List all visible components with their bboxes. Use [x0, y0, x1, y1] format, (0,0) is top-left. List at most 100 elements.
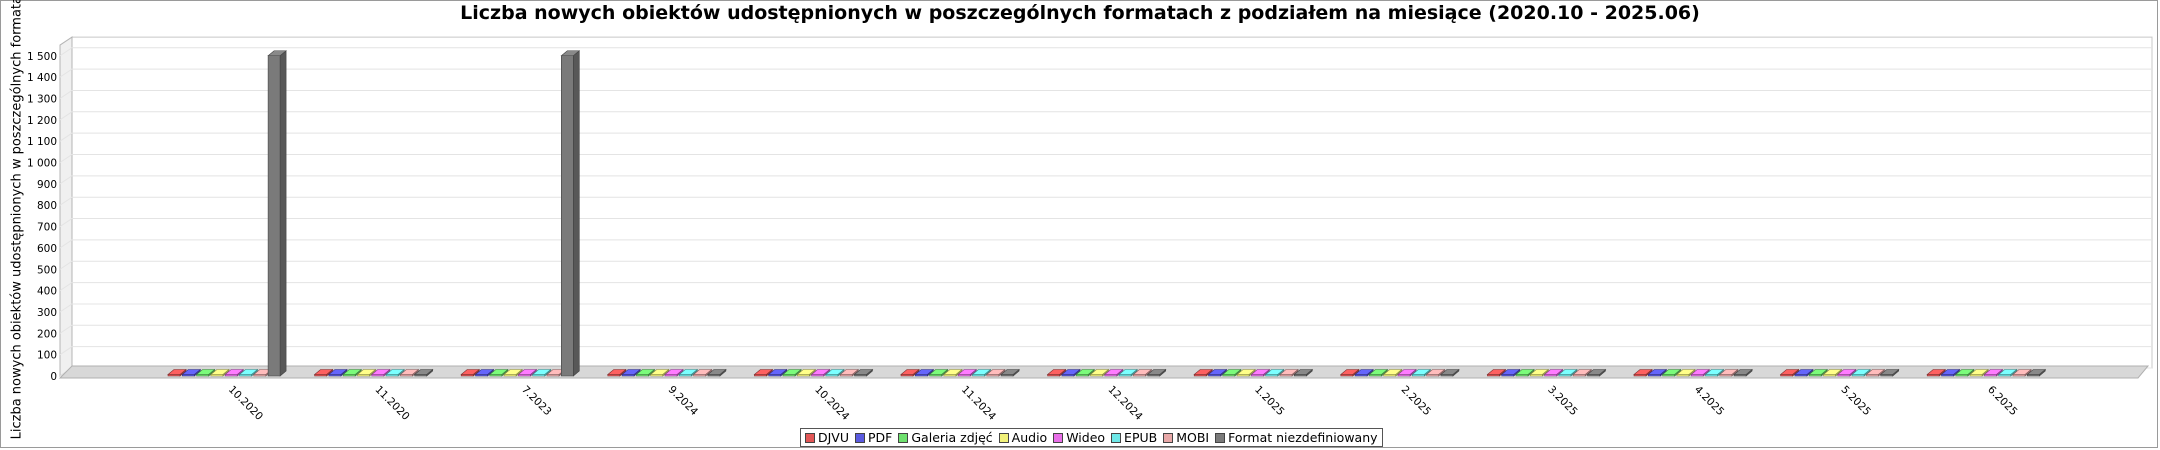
bar — [635, 368, 656, 377]
bar — [782, 368, 802, 377]
legend-swatch — [805, 432, 815, 443]
y-tick-label: 700 — [37, 222, 57, 234]
gridline — [59, 132, 2152, 142]
bar — [839, 368, 860, 377]
bar — [1529, 368, 1550, 377]
y-tick-label: 1 000 — [27, 158, 57, 170]
bar — [853, 368, 874, 377]
bar — [1146, 368, 1167, 377]
legend-item: Audio — [998, 430, 1048, 445]
y-tick-label: 1 300 — [27, 93, 57, 105]
x-tick-label: 11.2020 — [372, 384, 411, 423]
legend-label: Format niezdefiniowany — [1228, 430, 1378, 445]
bar — [313, 368, 334, 377]
bar — [928, 368, 949, 377]
bar — [957, 368, 978, 377]
x-tick-label: 10.2020 — [226, 384, 265, 423]
bar — [1425, 368, 1446, 377]
bar — [1221, 368, 1242, 377]
legend-item: DJVU — [805, 430, 849, 445]
bar — [210, 368, 230, 377]
gridline — [59, 324, 2152, 334]
y-tick-label: 1 200 — [27, 115, 57, 127]
x-tick-label: 3.2025 — [1545, 384, 1579, 418]
bar — [460, 368, 481, 377]
bar — [649, 368, 670, 377]
bar — [664, 368, 684, 377]
y-tick-label: 1 100 — [27, 136, 57, 148]
bar — [825, 368, 845, 377]
bar — [943, 368, 963, 377]
legend: DJVU PDF Galeria zdjęć Audio Wideo EPUB MOBI Fo… — [800, 428, 1383, 447]
bar — [1865, 368, 1886, 377]
gridline — [59, 47, 2152, 57]
bar — [1586, 368, 1607, 377]
bar — [1264, 368, 1285, 377]
bar — [195, 368, 216, 377]
bar — [1368, 368, 1389, 377]
bar — [370, 368, 391, 377]
bar — [342, 368, 363, 377]
gridline — [59, 260, 2152, 270]
y-tick-label: 1 400 — [27, 72, 57, 84]
legend-swatch — [898, 432, 909, 443]
legend-label: Audio — [1011, 430, 1048, 445]
y-tick-label: 1 500 — [27, 51, 57, 63]
legend-item: Wideo — [1053, 430, 1105, 445]
bar — [488, 368, 509, 377]
legend-item: Format niezdefiniowany — [1215, 430, 1378, 445]
bar — [1075, 368, 1096, 377]
bar — [1089, 368, 1110, 377]
gridline — [59, 196, 2152, 206]
bar — [1647, 368, 1668, 377]
bar — [399, 368, 420, 377]
y-tick-label: 300 — [37, 307, 57, 319]
bar — [1293, 368, 1314, 377]
bar — [1572, 368, 1593, 377]
plot-area: 0 100 200 300 400 500 600 700 800 900 1 000 1 100 1 … — [27, 36, 2153, 423]
bar — [692, 368, 713, 377]
bar — [1411, 368, 1432, 377]
bar — [1132, 368, 1153, 377]
bar — [1382, 368, 1403, 377]
y-tick-label: 400 — [37, 286, 57, 298]
gridline — [59, 282, 2152, 292]
bar — [1879, 368, 1900, 377]
bar — [1279, 368, 1299, 377]
y-tick-label: 800 — [37, 200, 57, 212]
bar — [2012, 368, 2032, 377]
bar — [238, 368, 259, 377]
legend-item: MOBI — [1163, 430, 1209, 445]
bar — [1118, 368, 1138, 377]
x-tick-label: 6.2025 — [1985, 384, 2019, 418]
bar — [1193, 368, 1214, 377]
bar — [1558, 368, 1578, 377]
bar — [1500, 368, 1521, 377]
y-tick-label: 500 — [37, 264, 57, 276]
bar — [1440, 368, 1460, 377]
y-tick-label: 600 — [37, 243, 57, 255]
y-tick-label: 0 — [50, 371, 57, 383]
gridline — [59, 303, 2152, 313]
legend-swatch — [998, 432, 1009, 443]
y-tick-label: 200 — [37, 328, 57, 340]
bar — [181, 368, 202, 377]
x-tick-label: 1.2025 — [1252, 384, 1286, 418]
bar — [606, 368, 627, 377]
bar — [1354, 368, 1374, 377]
bar — [1397, 368, 1417, 377]
gridline — [59, 346, 2152, 356]
legend-item: Galeria zdjęć — [898, 430, 993, 445]
back-wall — [71, 36, 2153, 369]
legend-swatch — [855, 432, 866, 443]
bar — [971, 368, 992, 377]
bar — [474, 368, 495, 377]
bar — [1250, 368, 1271, 377]
gridline — [59, 154, 2152, 163]
bar — [1046, 368, 1067, 377]
bar — [517, 368, 538, 377]
gridline — [59, 175, 2152, 185]
bar — [1236, 368, 1256, 377]
bar — [503, 368, 523, 377]
gridline — [59, 218, 2152, 227]
